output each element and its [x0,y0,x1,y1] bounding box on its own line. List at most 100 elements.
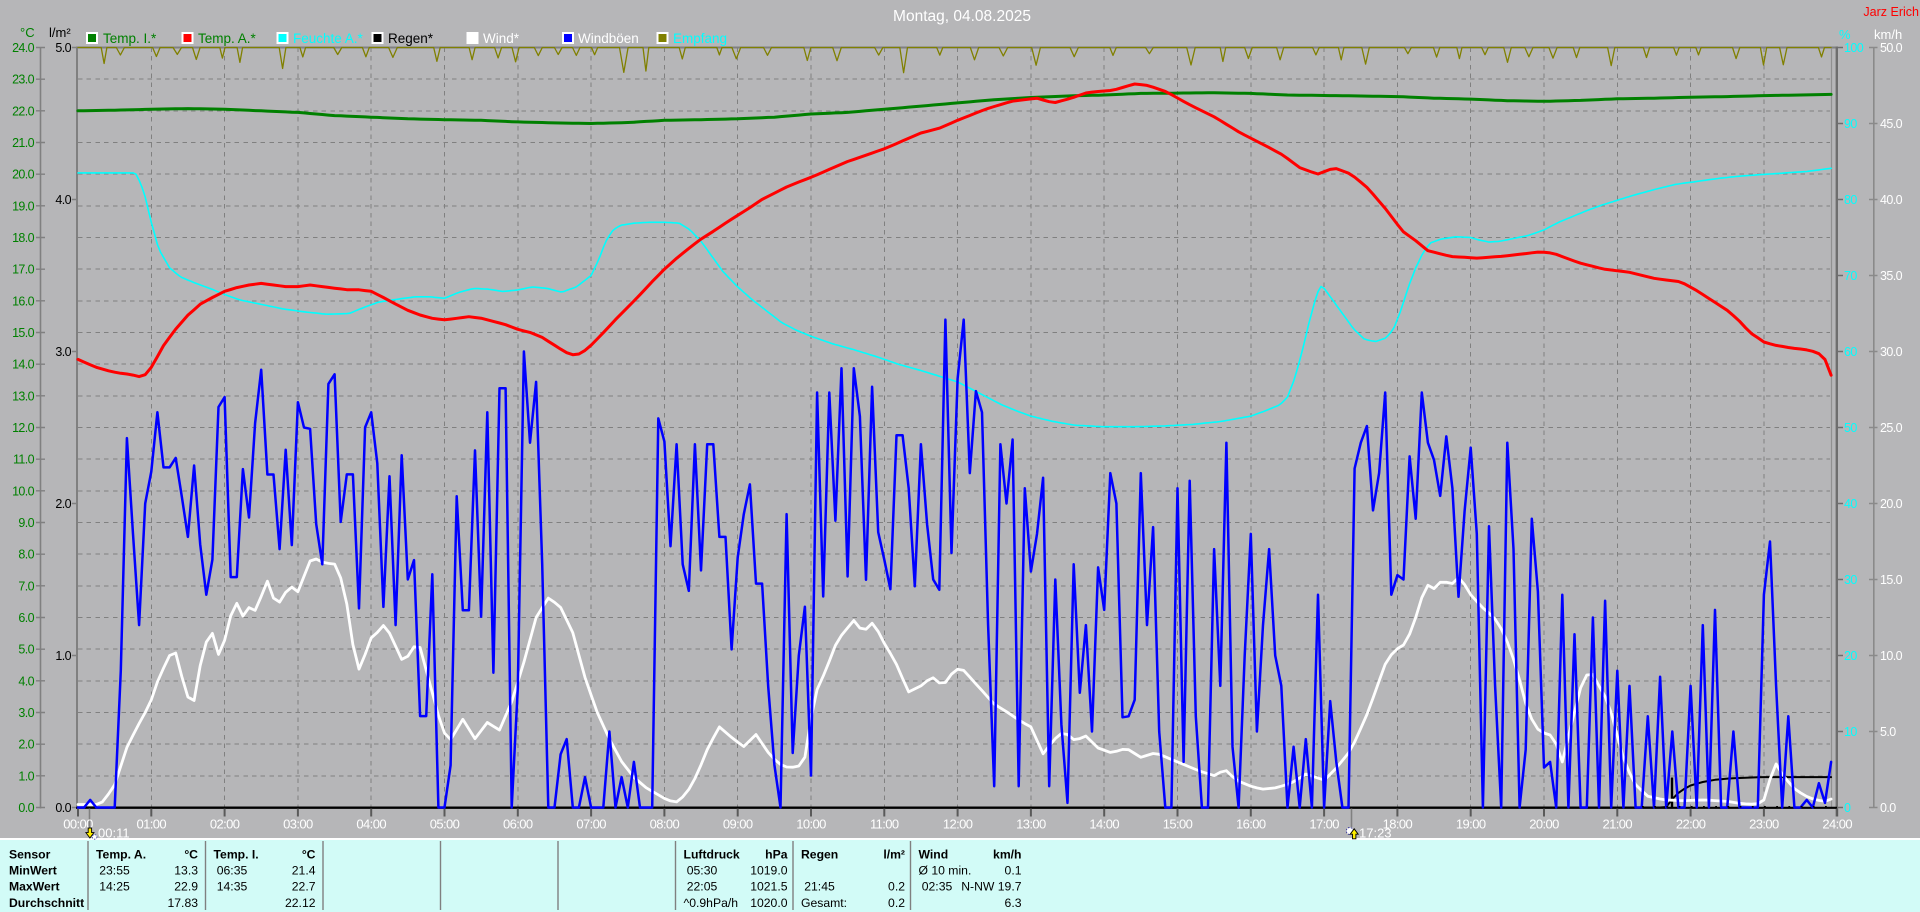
svg-text:5.0: 5.0 [18,643,34,657]
svg-text:02:00: 02:00 [210,817,240,832]
svg-text:22.9: 22.9 [174,880,198,894]
svg-text:09:00: 09:00 [723,817,753,832]
svg-text:17.0: 17.0 [12,263,35,277]
svg-text:7.0: 7.0 [18,579,34,593]
svg-text:20:00: 20:00 [1529,817,1559,832]
svg-text:6.0: 6.0 [18,611,34,625]
svg-text:Temp. I.*: Temp. I.* [103,31,157,46]
svg-text:Sensor: Sensor [9,848,51,862]
svg-text:15.0: 15.0 [1880,573,1903,587]
svg-text:MaxWert: MaxWert [9,880,60,894]
svg-text:21.0: 21.0 [12,136,35,150]
svg-text:15.0: 15.0 [12,326,35,340]
svg-text:05:30: 05:30 [687,864,718,878]
svg-text:10.0: 10.0 [1880,649,1903,663]
svg-text:19.0: 19.0 [12,199,35,213]
svg-text:17:00: 17:00 [1309,817,1339,832]
svg-text:°C: °C [184,848,198,862]
svg-text:8.0: 8.0 [18,548,34,562]
svg-text:0.2: 0.2 [888,880,905,894]
svg-text:4.0: 4.0 [18,674,34,688]
svg-text:10:00: 10:00 [796,817,826,832]
svg-text:0.1: 0.1 [1005,864,1022,878]
svg-text:Luftdruck: Luftdruck [684,848,740,862]
svg-text:23:55: 23:55 [99,864,130,878]
svg-text:Gesamt:: Gesamt: [801,896,847,910]
svg-text:13:00: 13:00 [1016,817,1046,832]
svg-text:04:00: 04:00 [356,817,386,832]
svg-text:06:35: 06:35 [217,864,248,878]
svg-text:40.0: 40.0 [1880,193,1903,207]
svg-text:Temp. A.*: Temp. A.* [198,31,257,46]
svg-text:Temp. I.: Temp. I. [214,848,259,862]
svg-text:22.0: 22.0 [12,104,35,118]
svg-text:30: 30 [1844,573,1857,587]
svg-text:100: 100 [1844,41,1864,55]
svg-text:19:00: 19:00 [1456,817,1486,832]
svg-text:22.7: 22.7 [292,880,316,894]
svg-text:13.3: 13.3 [174,864,198,878]
svg-text:hPa: hPa [765,848,788,862]
svg-text:35.0: 35.0 [1880,269,1903,283]
svg-text:20.0: 20.0 [12,168,35,182]
svg-text:01:00: 01:00 [137,817,167,832]
svg-text:18.0: 18.0 [12,231,35,245]
svg-text:3.0: 3.0 [18,706,34,720]
svg-text:1.0: 1.0 [55,649,71,663]
svg-text:23.0: 23.0 [12,73,35,87]
svg-text:25.0: 25.0 [1880,421,1903,435]
svg-text:12:00: 12:00 [943,817,973,832]
svg-text:16.0: 16.0 [12,294,35,308]
svg-text:22:05: 22:05 [687,880,718,894]
svg-text:13.0: 13.0 [12,389,35,403]
svg-text:14:35: 14:35 [217,880,248,894]
svg-text:km/h: km/h [1874,27,1902,42]
svg-text:50: 50 [1844,421,1857,435]
svg-text:0: 0 [1844,801,1851,815]
svg-text:Montag, 04.08.2025: Montag, 04.08.2025 [893,8,1031,25]
svg-text:Regen*: Regen* [388,31,434,46]
svg-text:N-NW 19.7: N-NW 19.7 [961,880,1021,894]
svg-text:21:00: 21:00 [1603,817,1633,832]
svg-text:0.0: 0.0 [1880,801,1896,815]
svg-text:6.3: 6.3 [1005,896,1022,910]
svg-text:05:00: 05:00 [430,817,460,832]
svg-text:70: 70 [1844,269,1857,283]
svg-text:Temp. A.: Temp. A. [96,848,146,862]
svg-text:°C: °C [302,848,316,862]
svg-text:5.0: 5.0 [55,41,71,55]
svg-text:24:00: 24:00 [1822,817,1852,832]
svg-text:06:00: 06:00 [503,817,533,832]
svg-text:07:00: 07:00 [576,817,606,832]
svg-text:l/m²: l/m² [883,848,905,862]
svg-text:9.0: 9.0 [18,516,34,530]
svg-text:10.0: 10.0 [12,484,35,498]
svg-text:00:00: 00:00 [63,817,93,832]
svg-text:08:00: 08:00 [650,817,680,832]
svg-text:4.0: 4.0 [55,193,71,207]
svg-text:km/h: km/h [993,848,1021,862]
svg-text:0.0: 0.0 [55,801,71,815]
svg-text:45.0: 45.0 [1880,117,1903,131]
svg-text:5.0: 5.0 [1880,725,1896,739]
svg-text:3.0: 3.0 [55,345,71,359]
svg-text:1021.5: 1021.5 [750,880,787,894]
svg-text:24.0: 24.0 [12,41,35,55]
svg-text:00:11: 00:11 [98,826,130,841]
svg-text:2.0: 2.0 [55,497,71,511]
svg-text:Wind*: Wind* [483,31,520,46]
svg-text:17.83: 17.83 [168,896,199,910]
svg-text:^0.9hPa/h: ^0.9hPa/h [684,896,739,910]
svg-text:Wind: Wind [919,848,949,862]
svg-text:11.0: 11.0 [13,453,35,467]
svg-text:22:00: 22:00 [1676,817,1706,832]
svg-text:18:00: 18:00 [1383,817,1413,832]
svg-text:20: 20 [1844,649,1857,663]
svg-text:1020.0: 1020.0 [750,896,787,910]
svg-text:1019.0: 1019.0 [750,864,787,878]
svg-text:12.0: 12.0 [12,421,35,435]
svg-text:50.0: 50.0 [1880,41,1903,55]
svg-text:02:35: 02:35 [922,880,953,894]
svg-text:0.2: 0.2 [888,896,905,910]
svg-text:90: 90 [1844,117,1857,131]
